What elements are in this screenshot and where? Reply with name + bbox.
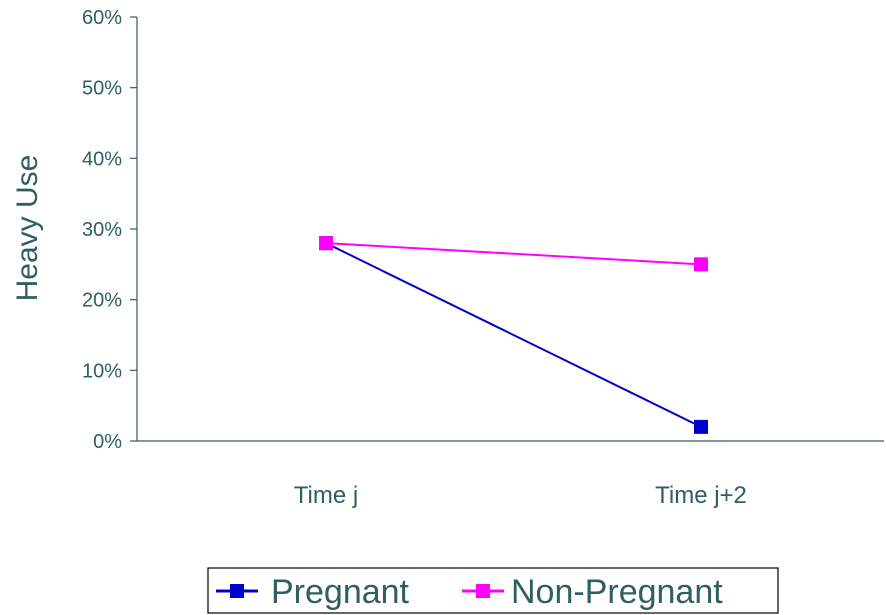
y-tick-label: 0% [93,431,122,453]
legend-entry: Non-Pregnant [462,573,723,611]
series-pregnant [319,236,708,434]
x-axis-labels: Time j Time j+2 [294,482,747,509]
series-line [325,242,702,266]
chart-legend: Pregnant Non-Pregnant [207,567,779,614]
y-tick-label: 60% [82,7,122,29]
chart-axes [136,17,884,442]
data-point-marker [319,236,333,251]
legend-marker-swatch [230,584,244,598]
y-tick-label: 20% [82,290,122,312]
legend-marker-swatch [476,584,490,598]
x-category-label: Time j+2 [655,482,747,509]
data-point-marker [694,419,708,434]
y-tick-label: 10% [82,360,122,382]
legend-entry: Pregnant [216,573,410,611]
legend-label: Pregnant [271,573,410,611]
x-category-label: Time j [294,482,358,509]
series-non-pregnant [319,236,708,272]
y-axis-ticks: 0% 10% 20% 30% 40% 50% 60% [82,7,137,453]
legend-label: Non-Pregnant [511,573,723,611]
y-tick-label: 50% [82,78,122,100]
y-axis-title: Heavy Use [11,155,44,302]
data-point-marker [694,257,708,272]
series-line [325,242,702,428]
y-tick-label: 40% [82,148,122,170]
y-tick-label: 30% [82,219,122,241]
chart-series [319,236,708,434]
